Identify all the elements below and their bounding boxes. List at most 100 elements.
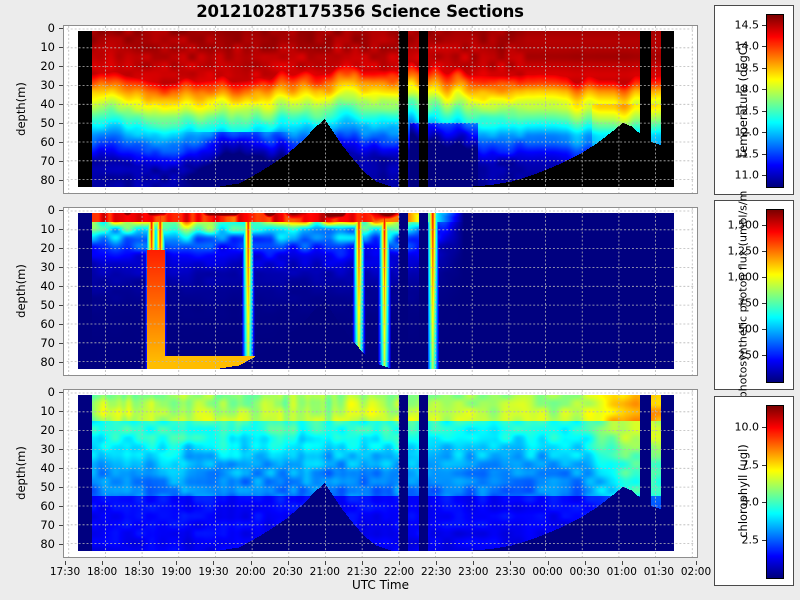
- colorbar-tick-label: 14.5: [734, 18, 760, 32]
- colorbar-tick-mark: [762, 502, 766, 504]
- chlorophyll-colorbar-label: chlorophyll (ugl): [736, 444, 750, 538]
- x-axis-tick-mark: [361, 561, 363, 565]
- y-axis-tick-mark: [59, 123, 63, 125]
- x-axis-tick-label: 22:00: [383, 566, 415, 578]
- y-axis-tick-mark: [59, 161, 63, 163]
- y-axis-tick-mark: [59, 324, 63, 326]
- y-axis-tick-mark: [59, 362, 63, 364]
- colorbar-tick-mark: [762, 354, 766, 356]
- x-axis-tick-mark: [473, 561, 475, 565]
- y-axis-tick-label: 70: [40, 336, 55, 351]
- colorbar-tick-mark: [762, 175, 766, 177]
- y-axis-tick-mark: [59, 392, 63, 393]
- y-axis-tick-mark: [59, 210, 63, 211]
- x-axis-label: UTC Time: [352, 578, 409, 592]
- colorbar-tick-label: 7.5: [741, 458, 760, 472]
- par-panel[interactable]: [63, 207, 698, 376]
- y-axis-tick-mark: [59, 411, 63, 413]
- x-axis-tick-mark: [436, 561, 438, 565]
- y-axis-tick-mark: [59, 430, 63, 432]
- x-axis-tick-mark: [324, 561, 326, 565]
- par-colorbar-strip[interactable]: [766, 209, 784, 383]
- chlorophyll-colorbar-strip[interactable]: [766, 405, 784, 579]
- temperature-colorbar-strip[interactable]: [766, 14, 784, 188]
- x-axis-tick-mark: [287, 561, 289, 565]
- x-axis-tick-label: 21:00: [309, 566, 340, 578]
- y-axis-tick-label: 0: [47, 385, 55, 399]
- y-axis-tick-mark: [59, 544, 63, 546]
- colorbar-tick-label: 13.0: [734, 82, 760, 96]
- x-axis-ticks: 17:30 18:00 18:30 19:00 19:30 20:00 20:30 21:00…: [0, 561, 800, 579]
- y-axis-tick-label: 80: [40, 355, 55, 370]
- y-axis-tick-mark: [59, 468, 63, 470]
- x-axis-tick-label: 22:30: [421, 566, 452, 578]
- y-axis-tick-mark: [59, 286, 63, 288]
- colorbar-tick-label: 11.0: [734, 168, 760, 182]
- x-axis-tick-label: 00:00: [532, 566, 563, 578]
- colorbar-tick-label: 2.5: [741, 533, 760, 547]
- colorbar-tick-label: 750: [738, 296, 759, 310]
- x-axis-tick-label: 19:00: [161, 566, 192, 578]
- temperature-panel[interactable]: [63, 25, 698, 194]
- y-axis-tick-label: 80: [40, 173, 55, 188]
- x-axis-tick-label: 23:00: [458, 566, 489, 578]
- colorbar-tick-label: 14.0: [734, 39, 760, 53]
- colorbar-tick-mark: [762, 24, 766, 26]
- x-axis-tick-mark: [510, 561, 512, 565]
- x-axis-tick-label: 00:30: [569, 566, 600, 578]
- par-colorbar-box: 250 500 750 1,000 1,250 1,500 photosynthetic …: [714, 191, 794, 398]
- colorbar-tick-label: 1,250: [727, 244, 760, 258]
- y-axis-tick-mark: [59, 28, 63, 29]
- colorbar-tick-mark: [762, 67, 766, 69]
- x-axis-tick-label: 18:00: [86, 566, 118, 578]
- colorbar-tick-mark: [762, 224, 766, 226]
- colorbar-tick-mark: [762, 132, 766, 134]
- temperature-y-axis-label: depth(m): [14, 82, 28, 136]
- y-axis-tick-mark: [59, 180, 63, 182]
- y-axis-tick-label: 30: [40, 78, 55, 93]
- x-axis-tick-mark: [139, 561, 141, 565]
- x-axis-tick-mark: [213, 561, 215, 565]
- x-axis-tick-label: 01:00: [606, 566, 637, 578]
- x-axis-tick-mark: [696, 561, 697, 565]
- x-axis-tick-label: 02:00: [680, 566, 712, 578]
- y-axis-tick-label: 10: [40, 404, 55, 419]
- y-axis-tick-label: 30: [40, 442, 55, 457]
- x-axis-tick-label: 21:30: [346, 566, 378, 578]
- y-axis-tick-mark: [59, 248, 63, 250]
- y-axis-tick-mark: [59, 343, 63, 345]
- y-axis-tick-label: 60: [40, 135, 55, 150]
- x-axis-tick-mark: [250, 561, 252, 565]
- colorbar-tick-label: 5.0: [741, 495, 760, 509]
- y-axis-tick-label: 70: [40, 518, 55, 533]
- y-axis-tick-mark: [59, 47, 63, 49]
- par-colorbar-label: photosynthetic photon flux (umol/s/m: [736, 190, 750, 399]
- x-axis-tick-mark: [658, 561, 660, 565]
- y-axis-tick-mark: [59, 66, 63, 68]
- y-axis-tick-mark: [59, 506, 63, 508]
- chlorophyll-section-image: [78, 395, 674, 551]
- figure-title: 20121028T175356 Science Sections: [196, 2, 524, 21]
- colorbar-tick-mark: [762, 464, 766, 466]
- y-axis-tick-mark: [59, 104, 63, 106]
- colorbar-tick-mark: [762, 46, 766, 48]
- y-axis-tick-label: 0: [47, 203, 55, 217]
- temperature-y-ticks: 0 10 20 30 40 50 60 70 80: [0, 21, 63, 194]
- colorbar-tick-label: 11.5: [734, 147, 760, 161]
- temperature-section-image: [78, 31, 674, 187]
- colorbar-tick-label: 10.0: [734, 420, 760, 434]
- par-section-image: [78, 213, 674, 369]
- x-axis-tick-mark: [65, 561, 66, 565]
- colorbar-tick-mark: [762, 89, 766, 91]
- y-axis-tick-mark: [59, 525, 63, 527]
- chlorophyll-panel[interactable]: [63, 389, 698, 558]
- colorbar-tick-label: 12.5: [734, 104, 760, 118]
- y-axis-tick-label: 50: [40, 116, 55, 131]
- x-axis-tick-mark: [176, 561, 178, 565]
- y-axis-tick-mark: [59, 305, 63, 307]
- colorbar-tick-mark: [762, 328, 766, 330]
- temperature-colorbar-box: 11.0 11.5 12.0 12.5 13.0 13.5 14.0 14.5 tempera…: [714, 5, 794, 195]
- colorbar-tick-label: 1,500: [727, 218, 760, 232]
- y-axis-tick-label: 60: [40, 317, 55, 332]
